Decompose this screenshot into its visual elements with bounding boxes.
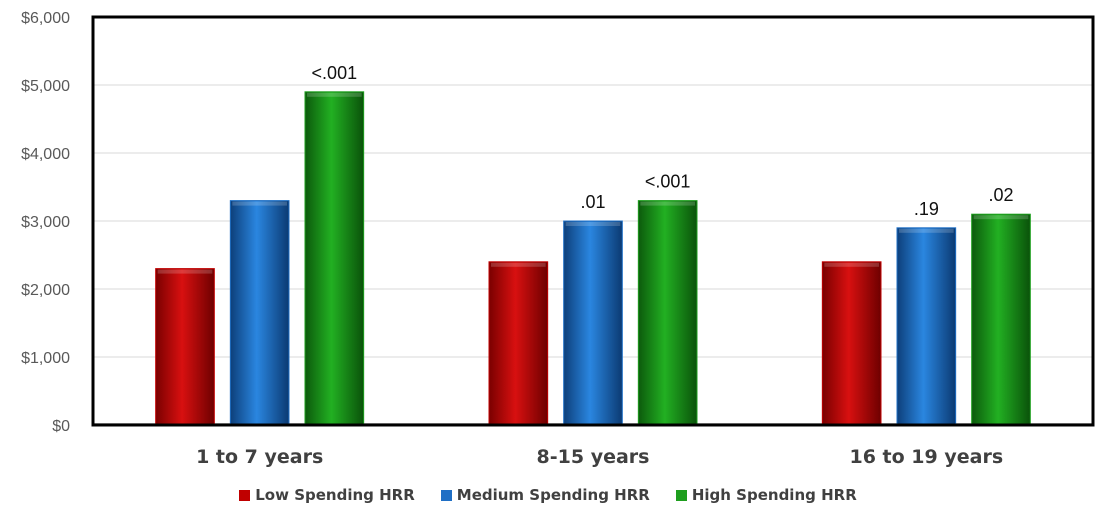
x-tick-label: 16 to 19 years (850, 446, 1004, 468)
bar-bevel (157, 269, 213, 274)
bar-bevel (307, 92, 362, 97)
bar-bevel (232, 201, 287, 206)
legend-swatch (239, 489, 251, 501)
bar (155, 268, 215, 426)
y-tick-label: $6,000 (21, 10, 70, 27)
data-label: .02 (988, 185, 1013, 205)
data-label: .19 (914, 199, 939, 219)
bar (488, 261, 549, 426)
legend-item: Medium Spending HRR (440, 486, 650, 504)
bar-chart: $0 $1,000 $2,000 $3,000 $4,000 $5,000 $6,000 <… (21, 10, 1095, 468)
y-tick-label: $0 (52, 418, 70, 435)
bar (229, 200, 290, 426)
bar-bevel (565, 222, 621, 226)
y-tick-label: $5,000 (21, 78, 70, 95)
bar-bevel (491, 262, 546, 267)
x-axis-ticks: 1 to 7 years 8-15 years 16 to 19 years (196, 446, 1003, 468)
plot-frame (91, 15, 1095, 427)
bar-bevel (899, 228, 954, 233)
x-tick-label: 1 to 7 years (196, 446, 323, 468)
x-tick-label: 8-15 years (537, 446, 650, 468)
legend-label: Medium Spending HRR (456, 486, 650, 504)
legend-swatch (675, 489, 687, 501)
bar (637, 200, 698, 426)
y-tick-label: $3,000 (21, 214, 70, 231)
bar (563, 220, 623, 426)
legend-label: High Spending HRR (691, 486, 857, 504)
y-tick-label: $1,000 (21, 350, 70, 367)
data-labels: <.001 .01 <.001 .19 .02 (312, 63, 1014, 219)
y-axis-ticks: $0 $1,000 $2,000 $3,000 $4,000 $5,000 $6,000 (21, 10, 70, 435)
legend-label: Low Spending HRR (255, 486, 415, 504)
y-tick-label: $2,000 (21, 282, 70, 299)
legend-swatch (440, 489, 452, 501)
bar-bevel (640, 201, 695, 206)
legend-item: High Spending HRR (675, 486, 857, 504)
legend-item: Low Spending HRR (239, 486, 415, 504)
bars (155, 91, 1031, 426)
bar-bevel (973, 215, 1029, 220)
bar (971, 213, 1031, 426)
data-label: .01 (580, 192, 605, 212)
data-label: <.001 (645, 172, 691, 192)
bar (896, 227, 957, 426)
y-tick-label: $4,000 (21, 146, 70, 163)
bar (821, 261, 882, 426)
data-label: <.001 (312, 63, 358, 83)
bar (304, 91, 365, 426)
bar-bevel (824, 262, 879, 267)
legend: Low Spending HRR Medium Spending HRR High … (0, 484, 1096, 506)
